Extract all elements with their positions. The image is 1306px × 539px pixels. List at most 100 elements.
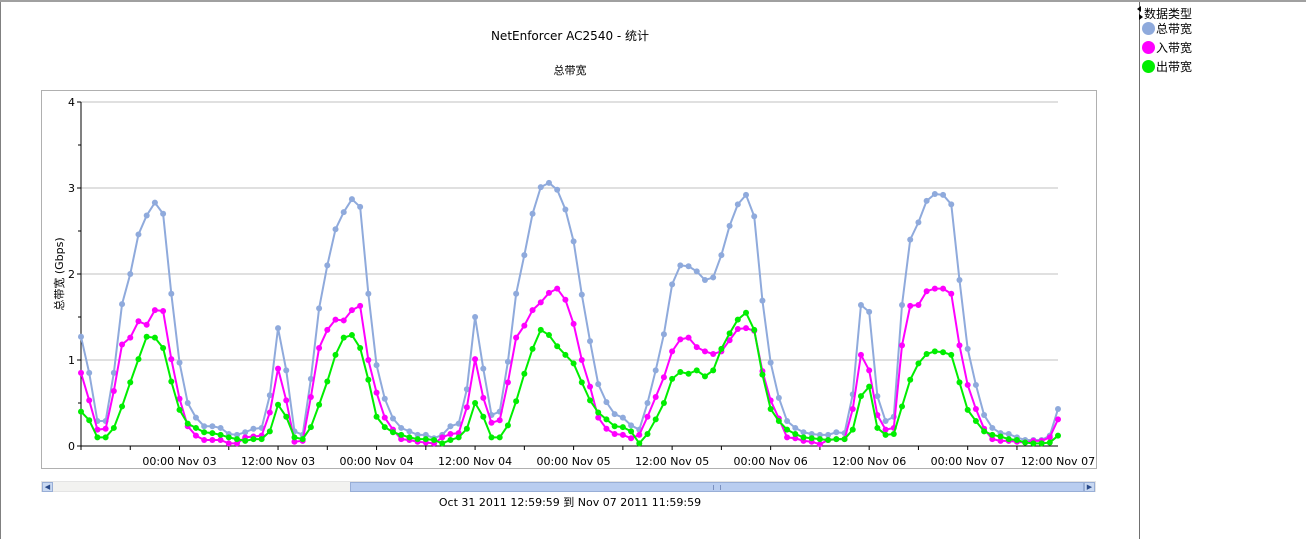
legend-dot-icon <box>1142 59 1155 73</box>
data-point <box>521 370 528 377</box>
data-point <box>472 314 479 320</box>
legend-label: 总带宽 <box>1156 21 1193 36</box>
data-point <box>833 429 840 436</box>
data-point <box>669 375 676 382</box>
data-point <box>332 316 339 323</box>
data-point <box>398 431 405 438</box>
data-point <box>800 429 807 436</box>
x-tick-label: 00:00 Nov 03 <box>142 455 216 468</box>
data-point <box>373 413 380 420</box>
data-point <box>701 277 708 284</box>
data-point <box>628 428 635 435</box>
data-point <box>784 434 791 441</box>
data-point <box>652 416 659 423</box>
data-point <box>266 392 273 399</box>
data-point <box>603 425 610 432</box>
data-point <box>956 277 963 284</box>
data-point <box>340 334 347 341</box>
data-point <box>381 424 388 431</box>
data-point <box>447 423 454 430</box>
data-point <box>242 437 249 444</box>
series-0 <box>78 179 1061 443</box>
data-point <box>989 436 996 443</box>
data-point <box>940 349 947 356</box>
collapse-arrow-icon[interactable] <box>1137 6 1141 12</box>
data-point <box>734 201 741 208</box>
data-point <box>693 268 700 275</box>
data-point <box>529 307 536 314</box>
data-point <box>447 430 454 437</box>
data-point <box>348 307 355 314</box>
data-point <box>143 212 150 219</box>
x-tick-label: 00:00 Nov 05 <box>537 455 611 468</box>
data-point <box>718 252 725 259</box>
data-point <box>578 379 585 386</box>
data-point <box>570 320 577 327</box>
y-tick-label: 3 <box>68 182 75 195</box>
data-point <box>168 356 175 363</box>
data-point <box>751 326 758 333</box>
data-point <box>972 406 979 413</box>
data-point <box>537 326 544 333</box>
data-point <box>1046 434 1053 441</box>
data-point <box>611 411 618 418</box>
data-point <box>176 406 183 413</box>
data-point <box>792 430 799 437</box>
expand-arrow-icon[interactable] <box>1139 14 1143 20</box>
scrollbar-thumb[interactable] <box>350 482 1084 492</box>
data-point <box>915 360 922 367</box>
data-point <box>923 197 930 204</box>
time-scrollbar[interactable]: ◀ ▶ <box>41 481 1096 492</box>
data-point <box>266 428 273 435</box>
data-point <box>882 431 889 438</box>
data-point <box>365 357 372 363</box>
data-point <box>357 302 364 309</box>
data-point <box>217 436 224 443</box>
data-point <box>291 434 298 441</box>
data-point <box>923 288 930 295</box>
data-point <box>866 383 873 390</box>
data-point <box>496 417 503 424</box>
data-point <box>422 431 429 438</box>
data-point <box>554 285 561 292</box>
data-point <box>340 209 347 216</box>
legend-item-out[interactable]: 出带宽 <box>1142 58 1192 74</box>
data-point <box>562 351 569 358</box>
data-point <box>940 285 947 292</box>
data-point <box>513 398 520 405</box>
data-point <box>660 400 667 406</box>
data-point <box>537 299 544 306</box>
data-point <box>997 437 1004 444</box>
data-point <box>357 203 364 210</box>
data-point <box>529 210 536 217</box>
data-point <box>693 344 700 351</box>
legend-item-in[interactable]: 入带宽 <box>1142 39 1192 55</box>
data-point <box>463 404 470 411</box>
data-point <box>931 285 938 292</box>
data-point <box>86 369 93 376</box>
legend-item-total[interactable]: 总带宽 <box>1142 20 1192 36</box>
data-point <box>496 434 503 441</box>
data-point <box>660 331 667 338</box>
data-point <box>816 441 823 448</box>
data-point <box>734 316 741 323</box>
data-point <box>545 179 552 186</box>
data-point <box>365 376 372 383</box>
x-tick-label: 12:00 Nov 03 <box>241 455 315 468</box>
scroll-right-button[interactable]: ▶ <box>1084 482 1095 492</box>
data-point <box>743 325 750 332</box>
data-point <box>710 367 717 374</box>
scroll-left-button[interactable]: ◀ <box>42 482 53 492</box>
data-point <box>266 409 273 416</box>
legend-label: 出带宽 <box>1156 59 1193 74</box>
data-point <box>841 436 848 443</box>
data-point <box>110 387 117 394</box>
data-point <box>348 196 355 203</box>
data-point <box>143 333 150 340</box>
data-point <box>792 424 799 431</box>
data-point <box>275 365 282 372</box>
data-point <box>537 184 544 191</box>
data-point <box>767 406 774 413</box>
data-point <box>545 332 552 339</box>
data-point <box>217 431 224 438</box>
